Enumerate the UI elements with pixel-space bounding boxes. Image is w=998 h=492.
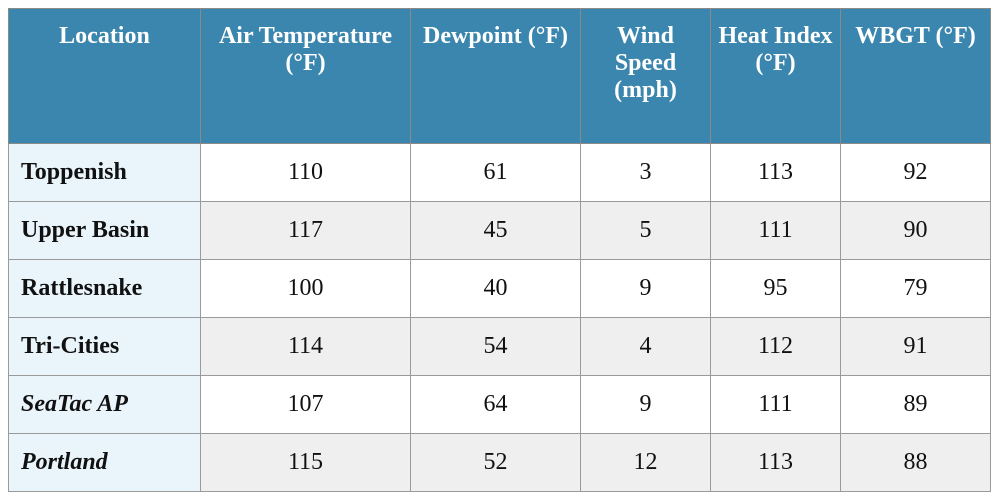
value-cell: 9 xyxy=(580,375,711,434)
value-cell: 113 xyxy=(710,433,841,492)
value-cell: 5 xyxy=(580,201,711,260)
location-cell: Toppenish xyxy=(8,143,201,202)
value-cell: 107 xyxy=(200,375,411,434)
column-header: Location xyxy=(8,8,201,144)
value-cell: 91 xyxy=(840,317,991,376)
value-cell: 64 xyxy=(410,375,581,434)
value-cell: 111 xyxy=(710,375,841,434)
value-cell: 92 xyxy=(840,143,991,202)
location-cell: Rattlesnake xyxy=(8,259,201,318)
table-row: SeaTac AP 107 64 9 111 89 xyxy=(8,375,991,434)
weather-table: Location Air Temperature (°F) Dewpoint (°F… xyxy=(8,8,991,492)
value-cell: 114 xyxy=(200,317,411,376)
location-cell: Upper Basin xyxy=(8,201,201,260)
value-cell: 9 xyxy=(580,259,711,318)
value-cell: 112 xyxy=(710,317,841,376)
value-cell: 40 xyxy=(410,259,581,318)
table-row: Toppenish 110 61 3 113 92 xyxy=(8,143,991,202)
value-cell: 54 xyxy=(410,317,581,376)
value-cell: 117 xyxy=(200,201,411,260)
table-row: Tri-Cities 114 54 4 112 91 xyxy=(8,317,991,376)
value-cell: 12 xyxy=(580,433,711,492)
location-cell: Tri-Cities xyxy=(8,317,201,376)
column-header: Wind Speed (mph) xyxy=(580,8,711,144)
value-cell: 111 xyxy=(710,201,841,260)
value-cell: 45 xyxy=(410,201,581,260)
value-cell: 3 xyxy=(580,143,711,202)
value-cell: 110 xyxy=(200,143,411,202)
value-cell: 4 xyxy=(580,317,711,376)
table-row: Rattlesnake 100 40 9 95 79 xyxy=(8,259,991,318)
value-cell: 95 xyxy=(710,259,841,318)
column-header: Air Temperature (°F) xyxy=(200,8,411,144)
column-header: WBGT (°F) xyxy=(840,8,991,144)
table-body: Toppenish 110 61 3 113 92 Upper Basin 117 45 5 111… xyxy=(8,143,991,492)
table-row: Portland 115 52 12 113 88 xyxy=(8,433,991,492)
value-cell: 115 xyxy=(200,433,411,492)
value-cell: 89 xyxy=(840,375,991,434)
location-cell: Portland xyxy=(8,433,201,492)
value-cell: 61 xyxy=(410,143,581,202)
value-cell: 79 xyxy=(840,259,991,318)
column-header: Dewpoint (°F) xyxy=(410,8,581,144)
value-cell: 90 xyxy=(840,201,991,260)
table-row: Upper Basin 117 45 5 111 90 xyxy=(8,201,991,260)
value-cell: 100 xyxy=(200,259,411,318)
location-cell: SeaTac AP xyxy=(8,375,201,434)
value-cell: 88 xyxy=(840,433,991,492)
column-header: Heat Index (°F) xyxy=(710,8,841,144)
value-cell: 113 xyxy=(710,143,841,202)
header-row: Location Air Temperature (°F) Dewpoint (°F… xyxy=(8,8,991,144)
value-cell: 52 xyxy=(410,433,581,492)
